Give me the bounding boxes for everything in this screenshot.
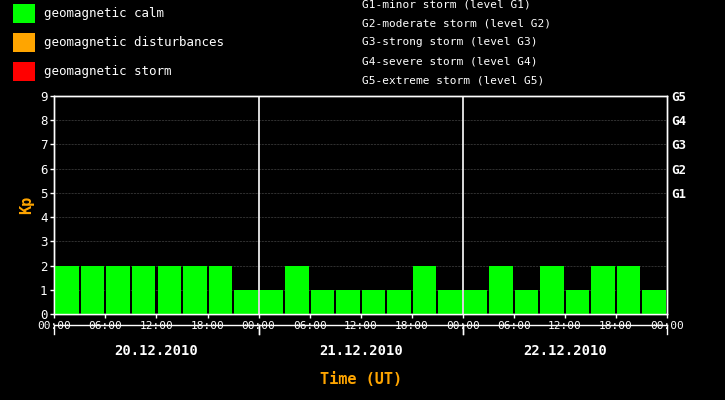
Bar [642,290,666,314]
Bar [540,266,564,314]
Bar [566,290,589,314]
Bar [362,290,385,314]
Bar [413,266,436,314]
Text: G5-extreme storm (level G5): G5-extreme storm (level G5) [362,75,544,85]
Text: G2-moderate storm (level G2): G2-moderate storm (level G2) [362,18,552,28]
Text: 20.12.2010: 20.12.2010 [115,344,199,358]
Bar [13,32,35,52]
Text: G1-minor storm (level G1): G1-minor storm (level G1) [362,0,531,9]
Bar [81,266,104,314]
Bar [285,266,309,314]
Bar [489,266,513,314]
Bar [55,266,79,314]
Text: 22.12.2010: 22.12.2010 [523,344,607,358]
Bar [107,266,130,314]
Text: geomagnetic disturbances: geomagnetic disturbances [44,36,223,49]
Bar [515,290,539,314]
Text: G4-severe storm (level G4): G4-severe storm (level G4) [362,56,538,66]
Bar [13,62,35,81]
Bar [209,266,232,314]
Bar [387,290,411,314]
Bar [234,290,257,314]
Bar [260,290,283,314]
Bar [336,290,360,314]
Bar [617,266,640,314]
Y-axis label: Kp: Kp [20,196,34,214]
Bar [439,290,462,314]
Text: 21.12.2010: 21.12.2010 [319,344,402,358]
Bar [310,290,334,314]
Text: Time (UT): Time (UT) [320,372,402,388]
Bar [13,4,35,23]
Bar [592,266,615,314]
Text: geomagnetic calm: geomagnetic calm [44,7,164,20]
Text: geomagnetic storm: geomagnetic storm [44,65,171,78]
Bar [132,266,155,314]
Bar [157,266,181,314]
Text: G3-strong storm (level G3): G3-strong storm (level G3) [362,37,538,47]
Bar [464,290,487,314]
Bar [183,266,207,314]
